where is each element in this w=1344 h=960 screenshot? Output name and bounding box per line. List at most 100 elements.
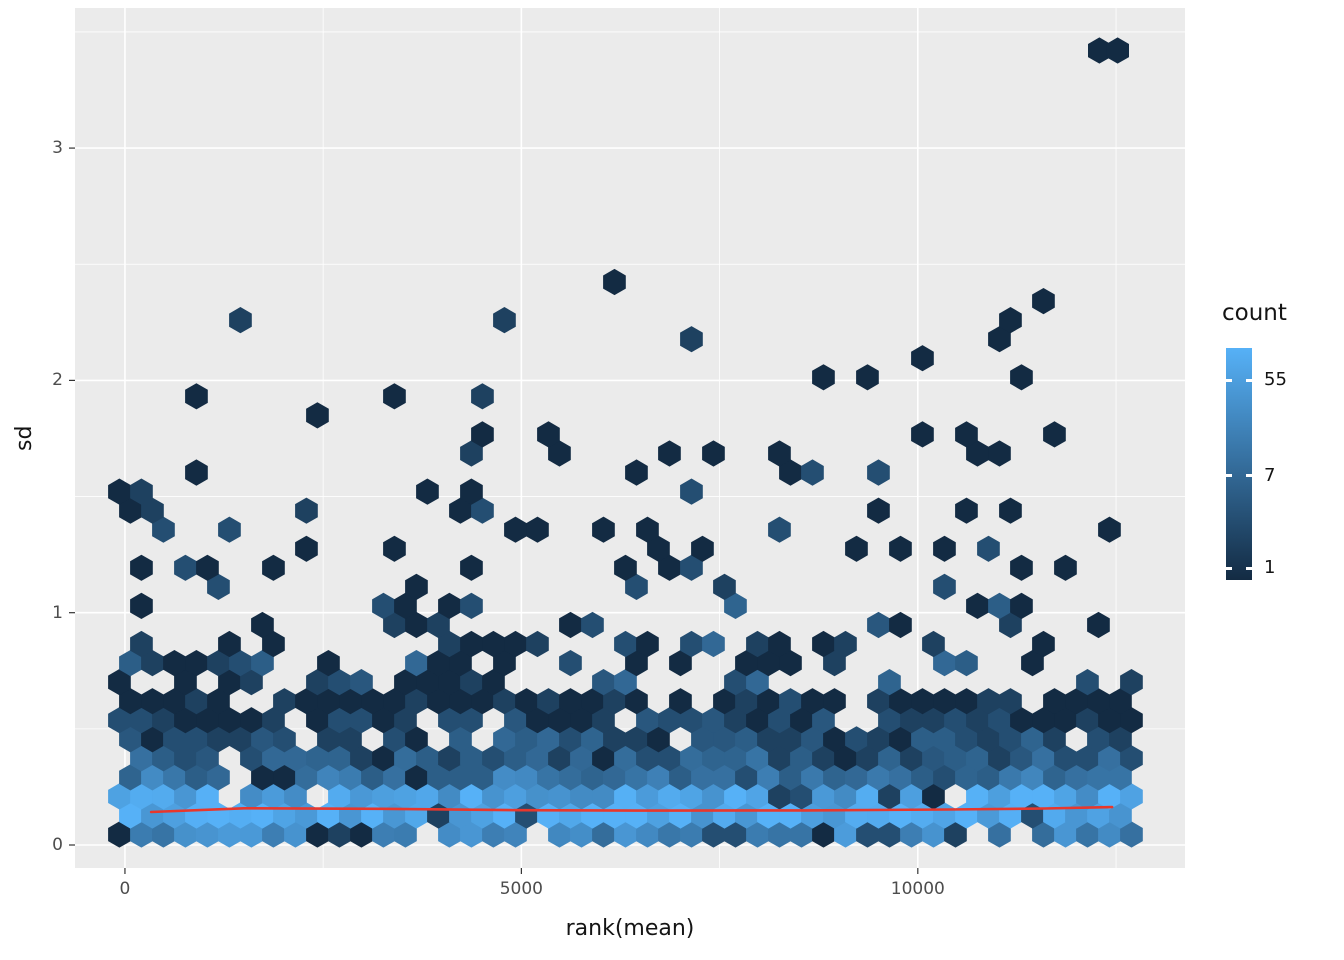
hex — [834, 783, 857, 810]
hex — [207, 573, 230, 600]
hex — [625, 764, 648, 791]
hex — [768, 440, 791, 467]
hex — [438, 669, 461, 696]
hex — [768, 707, 791, 734]
hex — [119, 764, 142, 791]
hex — [680, 630, 703, 658]
hex — [504, 630, 527, 658]
hex — [1021, 726, 1044, 753]
hex — [636, 783, 659, 810]
legend-label: 1 — [1264, 557, 1276, 579]
hex — [493, 307, 516, 334]
hex — [1109, 802, 1132, 829]
hex — [504, 821, 527, 848]
hex — [1021, 650, 1044, 677]
hex — [889, 726, 912, 753]
hex — [394, 745, 417, 772]
hex — [196, 707, 219, 734]
hex — [1098, 783, 1121, 810]
hex — [262, 630, 285, 658]
hex — [669, 688, 692, 715]
hex — [493, 650, 516, 677]
hex — [746, 783, 769, 810]
hex — [427, 764, 450, 791]
hex — [1076, 707, 1099, 734]
hex — [1032, 783, 1055, 810]
hex — [1098, 516, 1121, 543]
hex — [262, 707, 285, 734]
hex — [757, 726, 780, 753]
hex — [405, 688, 428, 715]
hex — [1076, 821, 1099, 848]
hex — [735, 726, 758, 753]
x-tick-label: 5000 — [499, 879, 543, 899]
hex — [702, 707, 725, 734]
hex — [1054, 821, 1077, 848]
hex — [1087, 688, 1110, 715]
hex — [625, 650, 648, 677]
hex — [790, 821, 813, 848]
hex — [119, 497, 142, 524]
hex — [449, 726, 472, 753]
hex — [636, 707, 659, 734]
hex — [174, 707, 197, 734]
hex — [988, 440, 1011, 467]
hex — [185, 764, 208, 791]
hex — [724, 669, 747, 696]
hex — [977, 764, 1000, 791]
hex — [647, 802, 670, 829]
hex — [438, 707, 461, 734]
hex — [1065, 688, 1088, 715]
hex — [108, 707, 131, 734]
hex — [801, 459, 824, 486]
hex — [1087, 802, 1110, 829]
hex — [130, 478, 153, 505]
legend: count 55 7 1 — [1222, 300, 1340, 580]
hex — [669, 764, 692, 791]
hex — [559, 611, 582, 639]
hex — [823, 650, 846, 677]
hex — [746, 669, 769, 696]
hex — [394, 592, 417, 619]
hex — [130, 592, 153, 619]
hex — [933, 650, 956, 677]
hex — [713, 802, 736, 829]
hex — [317, 650, 340, 677]
hex — [867, 764, 890, 791]
hex — [933, 573, 956, 600]
hex — [240, 783, 263, 810]
hex — [845, 764, 868, 791]
hex — [174, 783, 197, 810]
legend-label: 55 — [1264, 369, 1287, 391]
hex — [592, 783, 615, 810]
hex — [317, 688, 340, 715]
legend-label: 7 — [1264, 464, 1276, 486]
hex — [229, 650, 252, 677]
legend-tick-mark — [1246, 567, 1252, 570]
hex — [152, 516, 175, 543]
hex — [119, 688, 142, 715]
hex — [988, 707, 1011, 734]
hex — [306, 707, 329, 734]
hex — [768, 516, 791, 543]
hex — [570, 783, 593, 810]
hex — [603, 688, 626, 715]
hex — [1098, 745, 1121, 772]
hex — [856, 364, 879, 391]
hex — [218, 630, 241, 658]
hex — [812, 707, 835, 734]
hex — [130, 630, 153, 658]
hex — [141, 650, 164, 677]
hex — [350, 745, 373, 772]
hex — [823, 764, 846, 791]
hex — [1054, 783, 1077, 810]
hex — [284, 745, 307, 772]
hex — [130, 783, 153, 810]
outlier-hex — [1088, 37, 1111, 64]
y-tick-label: 0 — [52, 835, 63, 855]
hex — [724, 783, 747, 810]
hex — [185, 650, 208, 677]
hex — [218, 821, 241, 848]
hex — [570, 707, 593, 734]
hex — [1043, 688, 1066, 715]
